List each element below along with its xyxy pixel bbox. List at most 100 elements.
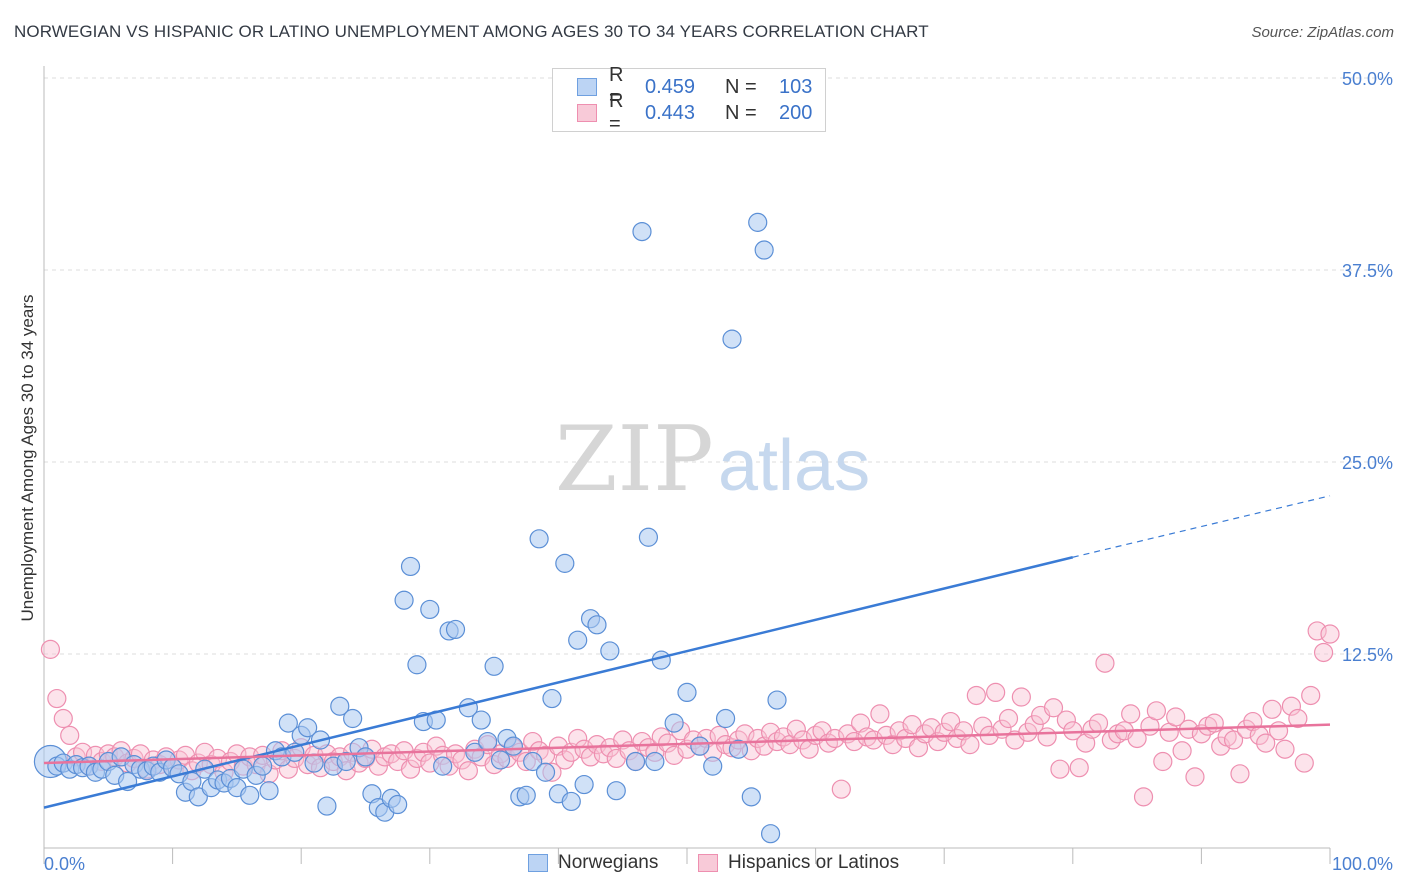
hispanic-point (960, 735, 980, 755)
hispanic-point (400, 759, 421, 779)
legend-n-value: 200 (779, 101, 813, 124)
norwegian-point (690, 736, 710, 756)
norwegian-point (516, 785, 536, 805)
norwegian-point (587, 615, 607, 635)
hispanic-point (1153, 751, 1173, 772)
hispanic-point (1088, 713, 1109, 733)
norwegian-point (677, 682, 697, 703)
hispanic-point (1320, 624, 1340, 644)
y-tick-labels: 12.5% 25.0% 37.5% 50.0% (1342, 69, 1393, 665)
legend-row-norwegians: R = 0.459 N = 103 (577, 64, 813, 109)
norwegian-point (523, 751, 543, 772)
x-tick-labels: 0.0% 100.0% (44, 854, 1393, 874)
norwegian-point (715, 708, 736, 729)
series-legend-hispanics: Hispanics or Latinos (698, 852, 899, 874)
legend-r-label: R = (609, 90, 624, 135)
hispanic-point (998, 708, 1019, 729)
hispanic-point (844, 731, 864, 752)
norwegian-trend-line (43, 556, 1074, 809)
x-tick-label: 0.0% (44, 854, 85, 874)
hispanic-point (1011, 687, 1031, 707)
series-swatch-norwegians (528, 854, 548, 872)
norwegian-point (478, 731, 498, 752)
chart-title: NORWEGIAN VS HISPANIC OR LATINO UNEMPLOY… (14, 22, 929, 41)
hispanic-point (53, 708, 73, 729)
x-tick-label: 100.0% (1332, 854, 1393, 874)
norwegian-point (490, 750, 511, 770)
norwegian-point (484, 656, 504, 676)
hispanic-point (1050, 759, 1070, 779)
watermark-zip: ZIP (555, 407, 714, 512)
series-swatch-hispanics (698, 854, 718, 872)
legend-n-value: 103 (779, 75, 813, 98)
hispanic-point (1256, 733, 1276, 753)
y-tick-label: 37.5% (1342, 261, 1393, 281)
hispanic-point (1230, 764, 1250, 784)
norwegian-point (535, 762, 556, 782)
norwegian-point (574, 774, 594, 795)
hispanic-point (1146, 701, 1166, 721)
grid-lines (44, 77, 1392, 655)
hispanic-point (60, 725, 80, 746)
norwegian-point (748, 212, 768, 232)
norwegian-point (304, 753, 324, 773)
norwegian-point (503, 736, 523, 756)
stats-legend: R = 0.459 N = 103 R = 0.443 N = 200 (552, 64, 826, 135)
norwegian-point (253, 756, 273, 776)
norwegian-point (445, 619, 466, 640)
norwegian-point (606, 781, 626, 801)
y-tick-label: 12.5% (1342, 645, 1393, 665)
norwegian-point (394, 590, 414, 610)
hispanic-point (1063, 721, 1083, 741)
y-tick-label: 50.0% (1342, 69, 1393, 89)
hispanic-point (1056, 710, 1076, 730)
legend-swatch-hispanics (577, 104, 597, 122)
legend-r-value: 0.443 (645, 101, 696, 124)
norwegian-points (33, 212, 787, 844)
hispanic-point (1301, 685, 1321, 706)
legend-row-hispanics: R = 0.443 N = 200 (577, 90, 813, 135)
norwegian-point (767, 690, 787, 710)
norwegian-point (600, 641, 620, 661)
hispanic-point (1172, 741, 1192, 761)
hispanic-point (40, 639, 61, 659)
norwegian-point (645, 751, 665, 772)
norwegian-point (259, 781, 279, 801)
norwegian-point (664, 713, 684, 733)
norwegian-point (278, 713, 298, 733)
hispanic-point (1223, 730, 1244, 750)
hispanic-point (458, 761, 478, 781)
hispanic-point (1121, 704, 1141, 724)
hispanic-point (1133, 787, 1154, 807)
hispanic-point (574, 739, 594, 759)
norwegian-point (555, 553, 575, 573)
norwegian-point (336, 751, 356, 772)
norwegian-point (407, 655, 427, 675)
trend-lines (43, 495, 1331, 809)
axes (43, 66, 1331, 864)
norwegian-point (625, 751, 646, 772)
legend-n-label: N = (725, 75, 757, 98)
hispanic-point (1043, 698, 1064, 718)
hispanic-point (870, 704, 890, 724)
hispanic-point (786, 719, 806, 739)
norwegian-point (728, 739, 749, 759)
hispanic-point (1262, 699, 1282, 719)
norwegian-point (561, 791, 581, 812)
hispanic-point (555, 750, 575, 770)
norwegian-point (754, 240, 774, 260)
norwegian-point (317, 796, 337, 816)
series-label-hispanics: Hispanics or Latinos (728, 852, 900, 873)
hispanic-point (1069, 758, 1089, 778)
norwegian-point (703, 756, 723, 776)
legend-swatch-norwegians (577, 78, 597, 96)
norwegian-point (542, 688, 562, 709)
norwegian-point (465, 742, 485, 762)
norwegian-point (355, 747, 376, 767)
series-legend-norwegians: Norwegians (528, 852, 658, 874)
norwegian-point (400, 556, 421, 577)
norwegian-point (568, 630, 588, 650)
norwegian-point (433, 756, 453, 776)
norwegian-point (529, 529, 549, 549)
